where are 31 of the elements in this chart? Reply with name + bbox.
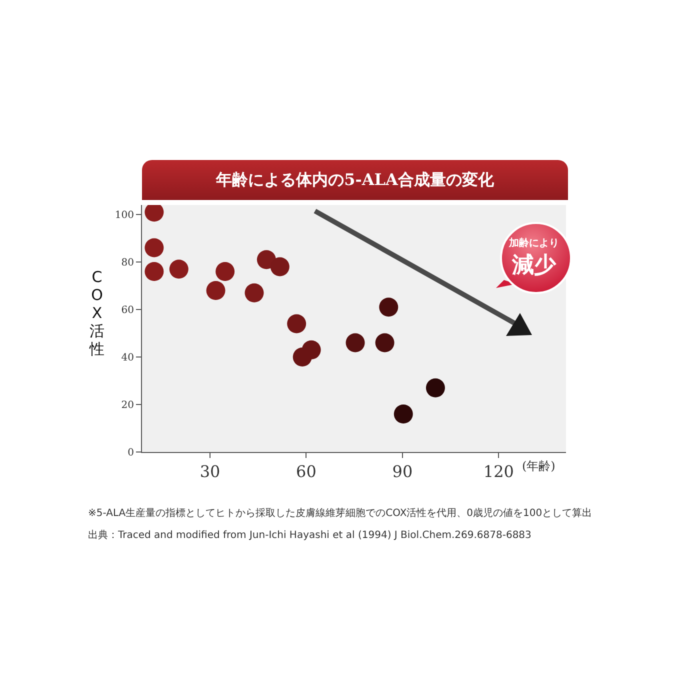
- point: [379, 298, 398, 317]
- y-tick-label: 60: [121, 305, 134, 316]
- point: [394, 404, 413, 424]
- text: ※5-ALA生産量の指標としてヒトから採取した皮膚線維芽細胞でのCOX活性を代用、0歳児の値を100として算出: [88, 506, 592, 520]
- point: [287, 314, 306, 334]
- point: [302, 340, 321, 360]
- point: [169, 260, 188, 279]
- annotation: 減少: [510, 252, 558, 280]
- point: [244, 283, 264, 302]
- point: [375, 333, 394, 352]
- y-tick-label: 40: [121, 352, 134, 364]
- point: [144, 238, 164, 258]
- point: [346, 333, 365, 352]
- point: [144, 262, 164, 281]
- point: [206, 281, 226, 300]
- chart-title: 年齢による体内の5-ALA合成量の変化: [142, 160, 568, 200]
- y-tick-label: 20: [121, 400, 134, 411]
- y-tick-label: 0: [128, 448, 134, 458]
- x-tick-label: 60: [296, 462, 316, 482]
- y-tick-label: 80: [121, 258, 134, 268]
- annotation: 加齢により: [508, 236, 560, 250]
- x-tick-label: 120: [483, 462, 514, 482]
- point: [216, 262, 235, 281]
- point: [426, 378, 445, 398]
- x-tick-label: 90: [392, 462, 413, 482]
- y-axis-title: COX活性: [88, 268, 106, 358]
- y-tick-label: 100: [114, 210, 134, 221]
- source-note: 出典：Traced and modified from Jun-Ichi Hayashi et al (1994) J Biol.Chem.269.6878-6883: [88, 528, 532, 542]
- x-axis-title: (年齢): [522, 458, 556, 475]
- x-tick-label: 30: [200, 462, 220, 482]
- point: [270, 257, 290, 276]
